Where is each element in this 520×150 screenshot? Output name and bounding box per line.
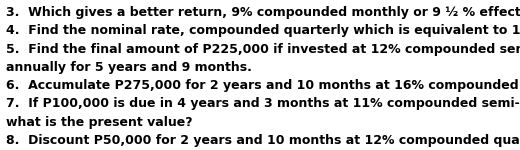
Text: 7.  If P100,000 is due in 4 years and 3 months at 11% compounded semi-annually,: 7. If P100,000 is due in 4 years and 3 m… [6,98,520,111]
Text: annually for 5 years and 9 months.: annually for 5 years and 9 months. [6,61,252,74]
Text: 8.  Discount P50,000 for 2 years and 10 months at 12% compounded quarterly.: 8. Discount P50,000 for 2 years and 10 m… [6,134,520,147]
Text: 3.  Which gives a better return, 9% compounded monthly or 9 ½ % effective?: 3. Which gives a better return, 9% compo… [6,6,520,19]
Text: what is the present value?: what is the present value? [6,116,193,129]
Text: 4.  Find the nominal rate, compounded quarterly which is equivalent to 10%.: 4. Find the nominal rate, compounded qua… [6,24,520,37]
Text: 6.  Accumulate P275,000 for 2 years and 10 months at 16% compounded quarterly.: 6. Accumulate P275,000 for 2 years and 1… [6,79,520,92]
Text: 5.  Find the final amount of P225,000 if invested at 12% compounded semi-: 5. Find the final amount of P225,000 if … [6,43,520,56]
